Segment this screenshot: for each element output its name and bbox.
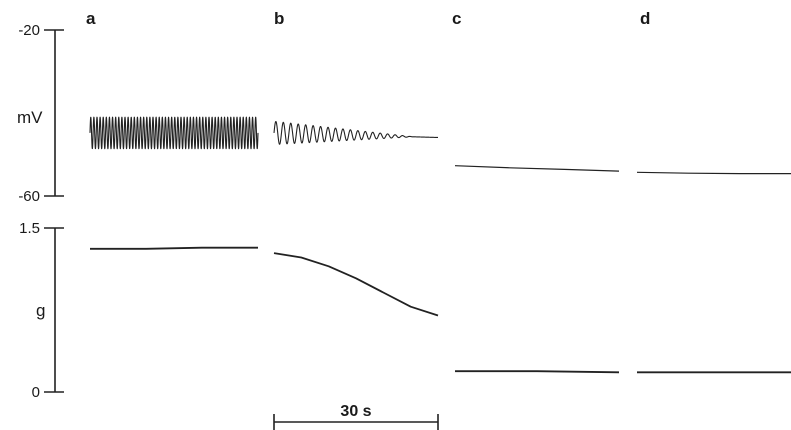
g-unit-label: g <box>36 301 45 320</box>
panel-label-a: a <box>86 9 96 28</box>
panel-label-c: c <box>452 9 461 28</box>
mv-unit-label: mV <box>17 108 43 127</box>
tension-trace-b <box>273 252 439 317</box>
mv-trace-a <box>89 116 259 150</box>
mv-trace-d <box>636 171 791 175</box>
scale-bar-label: 30 s <box>340 403 371 420</box>
g-tick-label-top: 1.5 <box>19 220 40 237</box>
mv-tick-label-bottom: -60 <box>18 188 40 205</box>
mv-trace-c <box>454 165 620 172</box>
panel-label-b: b <box>274 9 284 28</box>
mv-tick-label-top: -20 <box>18 22 40 39</box>
g-tick-label-bottom: 0 <box>32 384 40 401</box>
traces-group <box>89 116 791 374</box>
mv-trace-b <box>273 120 439 145</box>
panel-label-d: d <box>640 9 650 28</box>
tension-trace-c <box>455 370 620 374</box>
tension-trace-a <box>90 246 258 250</box>
